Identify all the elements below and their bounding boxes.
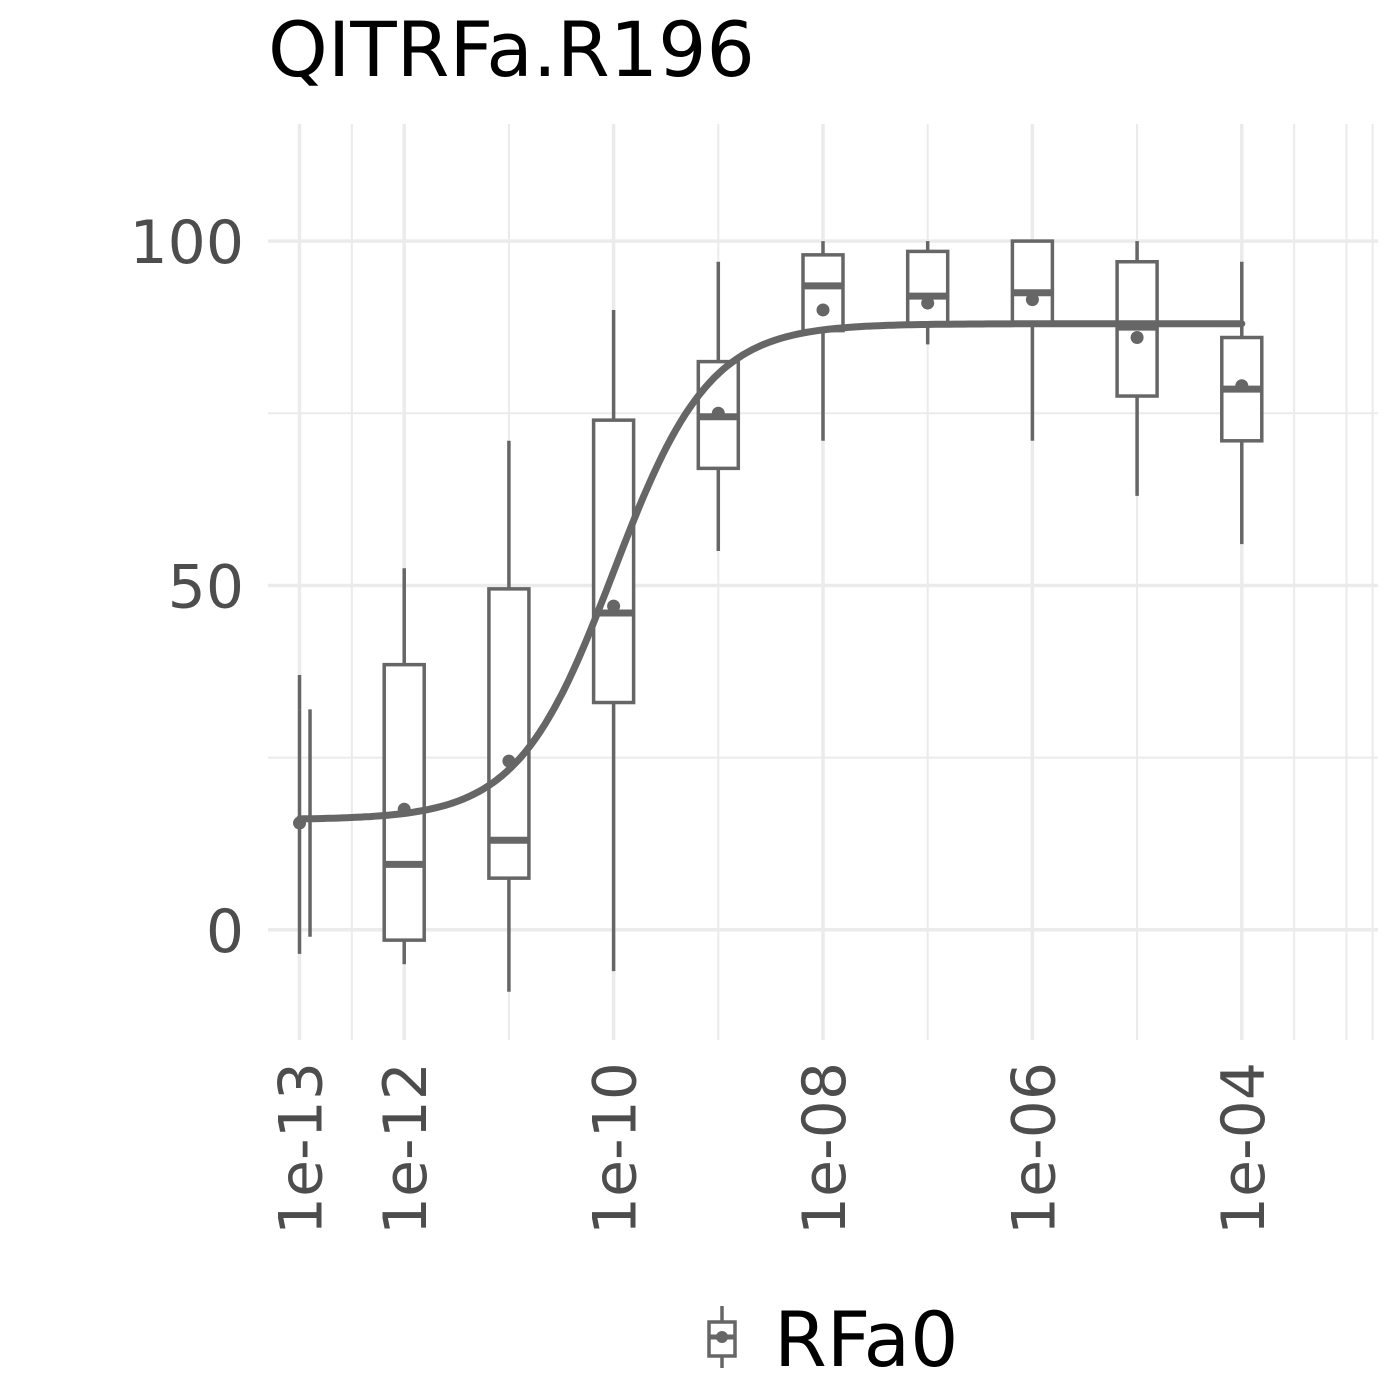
y-tick-label: 100 <box>129 208 244 278</box>
box-group <box>382 568 426 965</box>
box-group <box>801 241 845 441</box>
box-group <box>1010 239 1055 441</box>
y-tick-label: 0 <box>206 897 244 967</box>
legend-label: RFa0 <box>774 1295 958 1384</box>
x-tick-label: 1e-04 <box>1209 1062 1279 1235</box>
y-tick-label: 50 <box>168 552 244 622</box>
box-body <box>1010 239 1055 326</box>
legend: RFa0 <box>707 1295 958 1384</box>
box-group <box>591 309 636 972</box>
fit-curve-layer <box>296 320 1246 823</box>
box-mean-point <box>607 599 621 613</box>
chart-title: QITRFa.R196 <box>268 5 755 94</box>
box-body <box>487 587 531 880</box>
legend-key-boxplot-icon <box>707 1306 737 1368</box>
boxplot-series <box>293 239 1264 992</box>
box-body <box>591 418 636 705</box>
box-group <box>905 241 950 345</box>
box-mean-point <box>816 303 830 317</box>
x-tick-label: 1e-12 <box>371 1062 441 1235</box>
x-tick-label: 1e-06 <box>999 1062 1069 1235</box>
box-group <box>1115 241 1159 496</box>
box-mean-point <box>711 406 725 420</box>
x-tick-label: 1e-13 <box>267 1062 337 1235</box>
box-mean-point <box>1130 331 1144 345</box>
box-body <box>801 253 845 333</box>
box-body <box>905 249 950 326</box>
box-body <box>382 662 426 942</box>
box-group <box>293 674 307 954</box>
box-group <box>487 440 531 992</box>
box-mean-point <box>1235 379 1249 393</box>
x-axis-tick-labels: 1e-13 1e-12 1e-10 1e-08 1e-06 1e-04 <box>267 1062 1279 1235</box>
fit-curve <box>296 320 1246 823</box>
x-tick-label: 1e-10 <box>581 1062 651 1235</box>
legend-key-point <box>716 1331 728 1343</box>
box-mean-point <box>1025 293 1039 307</box>
x-tick-label: 1e-08 <box>790 1062 860 1235</box>
box-mean-point <box>921 296 935 310</box>
box-group <box>1220 261 1264 545</box>
y-axis-tick-labels: 0 50 100 <box>129 208 244 967</box>
box-group <box>696 261 741 552</box>
